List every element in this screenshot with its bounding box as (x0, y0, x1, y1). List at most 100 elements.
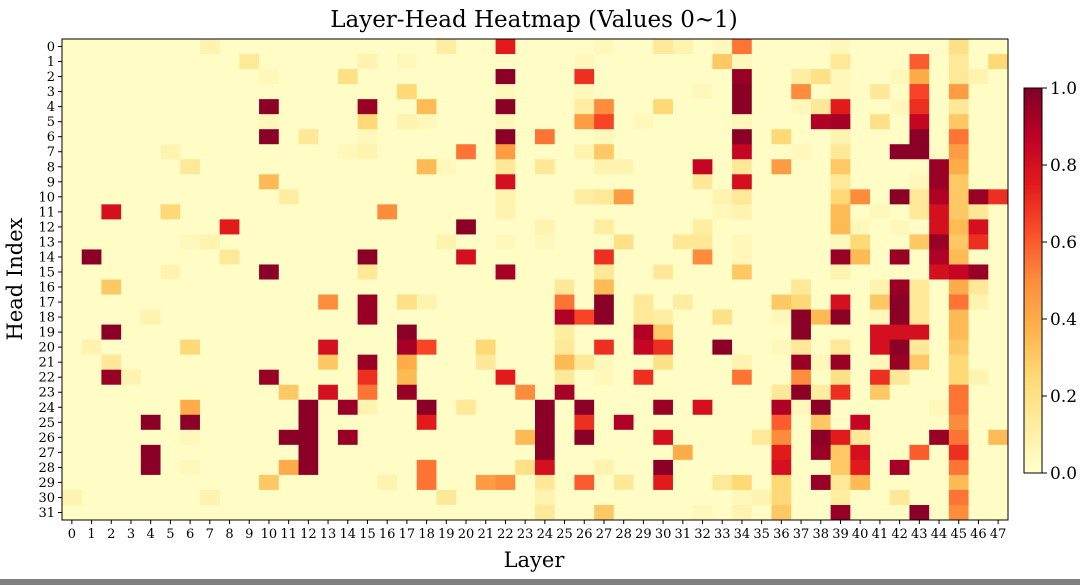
heatmap-cell (318, 204, 339, 220)
heatmap-cell (259, 324, 280, 341)
heatmap-cell (436, 474, 457, 491)
heatmap-cell (278, 399, 299, 416)
heatmap-cell (771, 279, 792, 295)
heatmap-cell (101, 39, 122, 55)
heatmap-cell (653, 489, 674, 506)
heatmap-cell (830, 144, 851, 160)
heatmap-cell (259, 84, 280, 100)
heatmap-cell (121, 219, 142, 235)
heatmap-cell (298, 54, 319, 70)
heatmap-cell (121, 414, 142, 431)
heatmap-cell (535, 339, 556, 356)
heatmap-cell (850, 489, 871, 506)
heatmap-cell (160, 84, 181, 100)
heatmap-cell (357, 294, 378, 310)
heatmap-cell (377, 159, 398, 175)
heatmap-cell (377, 294, 398, 310)
heatmap-cell (574, 69, 595, 85)
heatmap-cell (81, 189, 102, 205)
heatmap-cell (239, 309, 260, 325)
heatmap-cell (259, 69, 280, 85)
y-tick-label: 14 (38, 250, 55, 265)
heatmap-cell (732, 99, 753, 115)
heatmap-cell (199, 234, 221, 250)
heatmap-cell (81, 324, 102, 341)
heatmap-cell (121, 174, 142, 190)
heatmap-cell (101, 354, 122, 371)
x-tick-label: 17 (399, 527, 416, 542)
heatmap-cell (180, 474, 201, 491)
heatmap-cell (653, 219, 674, 235)
heatmap-cell (160, 369, 181, 386)
heatmap-cell (810, 174, 832, 190)
heatmap-cell (653, 339, 674, 356)
heatmap-cell (988, 324, 1009, 341)
heatmap-cell (495, 69, 516, 85)
heatmap-cell (889, 354, 910, 371)
heatmap-cell (850, 129, 871, 145)
heatmap-cell (594, 384, 615, 401)
heatmap-cell (613, 84, 634, 100)
heatmap-cell (929, 489, 950, 506)
heatmap-cell (397, 129, 418, 145)
heatmap-cell (337, 204, 359, 220)
heatmap-cell (515, 204, 536, 220)
heatmap-cell (475, 219, 496, 235)
heatmap-cell (909, 99, 930, 115)
heatmap-cell (298, 429, 319, 446)
heatmap-cell (535, 69, 556, 85)
heatmap-cell (101, 129, 122, 145)
heatmap-cell (929, 369, 950, 386)
heatmap-cell (101, 459, 122, 476)
heatmap-cell (889, 384, 910, 401)
heatmap-cell (870, 264, 891, 280)
x-tick-label: 14 (339, 527, 356, 542)
heatmap-cell (929, 264, 950, 280)
heatmap-cell (535, 324, 556, 341)
heatmap-cell (219, 144, 240, 160)
heatmap-cell (199, 219, 221, 235)
heatmap-cell (140, 414, 161, 431)
heatmap-cell (515, 84, 536, 100)
heatmap-cell (199, 279, 221, 295)
heatmap-cell (475, 444, 496, 461)
heatmap-cell (653, 204, 674, 220)
heatmap-cell (121, 99, 142, 115)
heatmap-cell (318, 339, 339, 356)
heatmap-cell (199, 459, 221, 476)
heatmap-cell (692, 189, 713, 205)
heatmap-cell (633, 159, 654, 175)
heatmap-cell (554, 399, 575, 416)
heatmap-cell (475, 354, 496, 371)
heatmap-cell (948, 384, 969, 401)
heatmap-cell (672, 489, 694, 506)
heatmap-cell (653, 354, 674, 371)
heatmap-cell (909, 354, 930, 371)
heatmap-cell (672, 99, 694, 115)
heatmap-cell (692, 54, 713, 70)
heatmap-cell (988, 114, 1009, 130)
heatmap-cell (318, 234, 339, 250)
heatmap-cell (594, 159, 615, 175)
heatmap-cell (357, 234, 378, 250)
heatmap-cell (653, 174, 674, 190)
heatmap-cell (298, 144, 319, 160)
heatmap-cell (968, 69, 989, 85)
heatmap-cell (456, 264, 477, 280)
heatmap-cell (810, 414, 832, 431)
y-tick-label: 25 (38, 416, 55, 431)
heatmap-cell (397, 39, 418, 55)
heatmap-cell (219, 324, 240, 341)
heatmap-cell (81, 54, 102, 70)
heatmap-cell (62, 39, 83, 55)
heatmap-cell (81, 204, 102, 220)
heatmap-cell (692, 114, 713, 130)
heatmap-cell (810, 99, 832, 115)
heatmap-cell (850, 339, 871, 356)
heatmap-cell (732, 429, 753, 446)
heatmap-cell (416, 429, 437, 446)
heatmap-cell (121, 234, 142, 250)
heatmap-cell (81, 414, 102, 431)
heatmap-cell (889, 174, 910, 190)
heatmap-cell (239, 204, 260, 220)
